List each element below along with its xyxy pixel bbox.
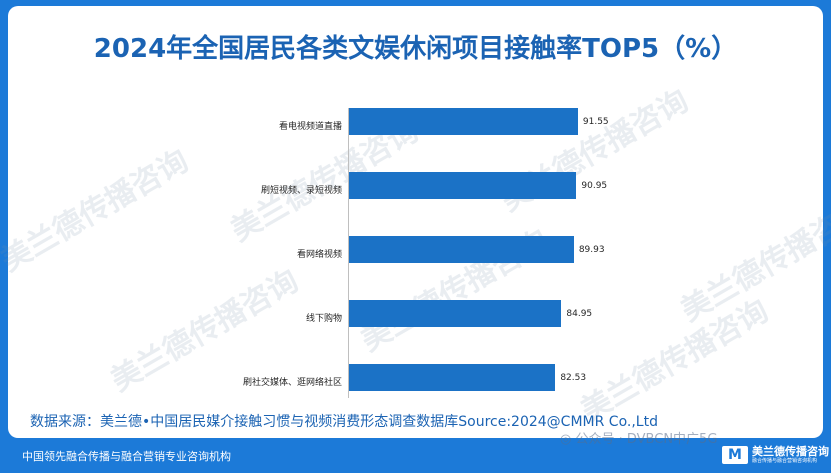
- watermark-text: 美兰德传播咨询: [0, 143, 195, 279]
- bar: [349, 236, 574, 263]
- bar-value-label: 90.95: [581, 181, 608, 191]
- bar-value-label: 89.93: [578, 245, 605, 255]
- bar-row: 看网络视频 89.93: [228, 236, 648, 278]
- chart-title: 2024年全国居民各类文娱休闲项目接触率TOP5（%）: [93, 34, 738, 64]
- chart-card: 美兰德传播咨询 美兰德传播咨询 美兰德传播咨询 美兰德传播咨询 美兰德传播咨询 美兰德传播…: [0, 6, 831, 438]
- bar-category-label: 看网络视频: [296, 250, 342, 260]
- bar: [349, 364, 556, 391]
- bar-row: 看电视频道直播 91.55: [228, 108, 648, 150]
- bar-row: 刷短视频、录短视频 90.95: [228, 172, 648, 214]
- bar-category-label: 刷短视频、录短视频: [260, 186, 342, 196]
- category-axis-line: [348, 108, 349, 398]
- footer-tagline: 中国领先融合传播与融合营销专业咨询机构: [22, 450, 231, 463]
- bar-value-label: 82.53: [560, 373, 587, 383]
- bar-row: 刷社交媒体、逛网络社区 82.53: [228, 364, 648, 406]
- bar: [349, 172, 577, 199]
- brand-subtitle: 融合传播与融合营销咨询机构: [752, 458, 818, 464]
- bar-row: 线下购物 84.95: [228, 300, 648, 342]
- bar-value-label: 84.95: [566, 309, 593, 319]
- bar-category-label: 刷社交媒体、逛网络社区: [242, 378, 342, 388]
- bar: [349, 108, 578, 135]
- data-source-note: 数据来源：美兰德•中国居民媒介接触习惯与视频消费形态调查数据库Source:20…: [30, 414, 658, 430]
- wechat-label: 公众号 · DVBCN中广5G: [575, 432, 718, 447]
- brand-name: 美兰德传播咨询: [752, 445, 829, 458]
- brand-logo-block: M 美兰德传播咨询 融合传播与融合营销咨询机构: [722, 444, 829, 466]
- wechat-icon: ◎: [560, 432, 576, 447]
- cmmr-logo-icon: M: [722, 446, 748, 464]
- bar-value-label: 91.55: [582, 117, 609, 127]
- bar-chart: 看电视频道直播 91.55 刷短视频、录短视频 90.95 看网络视频 89.93 线下购物…: [228, 108, 648, 408]
- bar: [349, 300, 562, 327]
- bar-category-label: 线下购物: [305, 314, 342, 324]
- wechat-watermark: ◎ 公众号 · DVBCN中广5G: [560, 428, 717, 447]
- bar-category-label: 看电视频道直播: [278, 122, 342, 132]
